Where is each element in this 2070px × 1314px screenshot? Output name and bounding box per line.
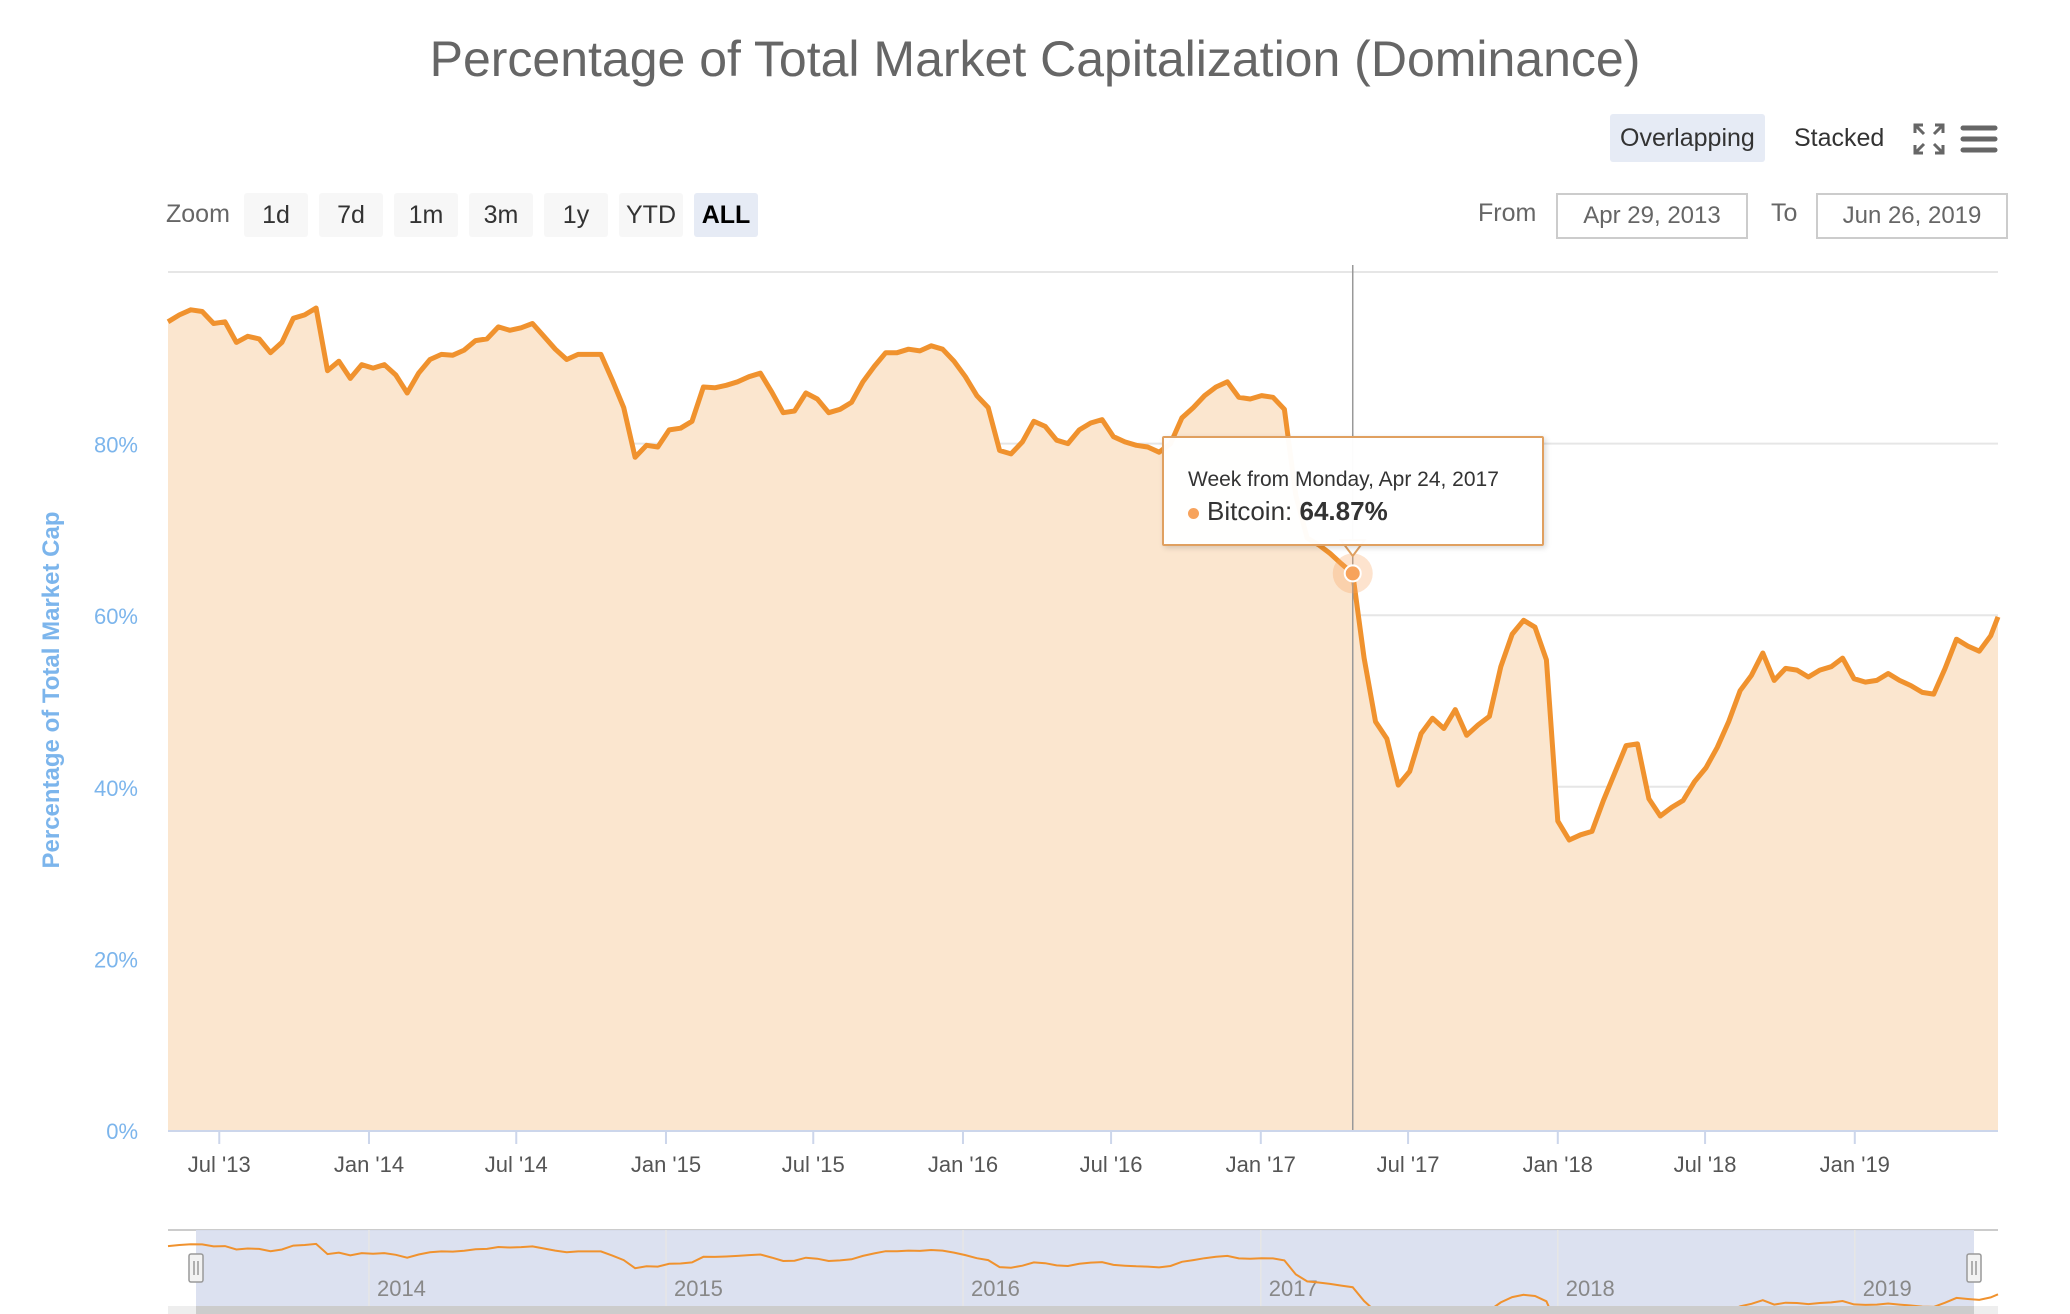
zoom-1y-button[interactable]: 1y xyxy=(544,193,608,237)
x-tick-label: Jul '14 xyxy=(485,1152,548,1177)
zoom-label: Zoom xyxy=(166,200,230,228)
x-tick-label: Jan '18 xyxy=(1523,1152,1593,1177)
to-label: To xyxy=(1771,199,1798,227)
bitcoin-line xyxy=(166,305,2001,843)
navigator-right-handle[interactable] xyxy=(1966,1253,1982,1283)
navigator-label: 2019 xyxy=(1863,1276,1912,1301)
navigator-label: 2015 xyxy=(674,1276,723,1301)
navigator-left-handle[interactable] xyxy=(188,1253,204,1283)
x-tick-label: Jul '13 xyxy=(188,1152,251,1177)
from-date-input[interactable]: Apr 29, 2013 xyxy=(1556,193,1748,239)
navigator-selection[interactable] xyxy=(196,1230,1974,1314)
x-tick-label: Jul '15 xyxy=(782,1152,845,1177)
series-dot-icon xyxy=(1188,507,1199,519)
y-tick-label: 20% xyxy=(94,947,138,972)
zoom-7d-button[interactable]: 7d xyxy=(319,193,383,237)
navigator-label: 2016 xyxy=(971,1276,1020,1301)
y-tick-label: 80% xyxy=(94,433,138,458)
bitcoin-area xyxy=(168,308,1998,1130)
x-tick-label: Jan '15 xyxy=(631,1152,701,1177)
navigator-label: 2018 xyxy=(1566,1276,1615,1301)
tooltip-value: 64.87% xyxy=(1299,496,1388,526)
y-tick-label: 60% xyxy=(94,604,138,629)
stacked-button[interactable]: Stacked xyxy=(1794,124,1885,152)
fullscreen-icon[interactable] xyxy=(1910,120,1948,158)
tooltip: Week from Monday, Apr 24, 2017 Bitcoin: … xyxy=(1162,436,1544,546)
tooltip-header: Week from Monday, Apr 24, 2017 xyxy=(1188,468,1499,491)
y-tick-label: 40% xyxy=(94,776,138,801)
tooltip-body: Bitcoin: 64.87% xyxy=(1188,496,1388,527)
navigator-series xyxy=(167,1242,1999,1314)
x-tick-label: Jan '16 xyxy=(928,1152,998,1177)
x-tick-label: Jan '14 xyxy=(334,1152,404,1177)
chart-title: Percentage of Total Market Capitalizatio… xyxy=(429,31,1641,87)
scrollbar-thumb[interactable] xyxy=(196,1306,1974,1314)
from-label: From xyxy=(1478,199,1537,227)
navigator-label: 2017 xyxy=(1269,1276,1318,1301)
x-tick-label: Jan '19 xyxy=(1820,1152,1890,1177)
zoom-3m-button[interactable]: 3m xyxy=(469,193,533,237)
zoom-ytd-button[interactable]: YTD xyxy=(619,193,683,237)
to-date-input[interactable]: Jun 26, 2019 xyxy=(1816,193,2008,239)
x-tick-label: Jul '16 xyxy=(1080,1152,1143,1177)
zoom-1d-button[interactable]: 1d xyxy=(244,193,308,237)
navigator-label: 2014 xyxy=(377,1276,426,1301)
tooltip-series-name: Bitcoin xyxy=(1207,496,1286,526)
overlapping-button[interactable]: Overlapping xyxy=(1610,114,1765,162)
x-tick-label: Jul '17 xyxy=(1377,1152,1440,1177)
hover-point xyxy=(1343,564,1362,583)
x-tick-label: Jan '17 xyxy=(1226,1152,1296,1177)
zoom-all-button[interactable]: ALL xyxy=(694,193,758,237)
y-tick-label: 0% xyxy=(106,1119,138,1144)
x-tick-label: Jul '18 xyxy=(1674,1152,1737,1177)
zoom-1m-button[interactable]: 1m xyxy=(394,193,458,237)
menu-icon[interactable] xyxy=(1960,120,1998,158)
